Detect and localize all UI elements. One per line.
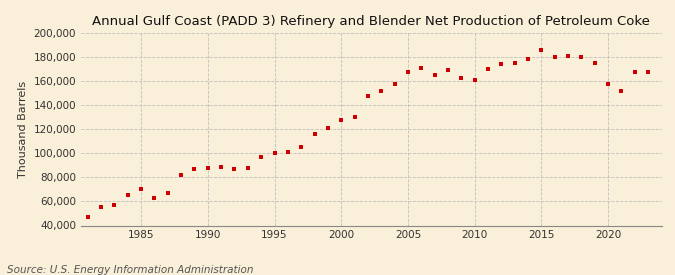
- Point: [416, 66, 427, 70]
- Title: Annual Gulf Coast (PADD 3) Refinery and Blender Net Production of Petroleum Coke: Annual Gulf Coast (PADD 3) Refinery and …: [92, 15, 650, 28]
- Point: [216, 164, 227, 169]
- Point: [122, 193, 133, 198]
- Point: [189, 167, 200, 171]
- Y-axis label: Thousand Barrels: Thousand Barrels: [18, 81, 28, 178]
- Point: [349, 115, 360, 119]
- Point: [589, 61, 600, 65]
- Point: [496, 62, 507, 67]
- Point: [483, 67, 493, 71]
- Point: [629, 69, 640, 74]
- Point: [282, 150, 293, 154]
- Text: Source: U.S. Energy Information Administration: Source: U.S. Energy Information Administ…: [7, 265, 253, 275]
- Point: [536, 48, 547, 52]
- Point: [82, 215, 93, 219]
- Point: [336, 117, 347, 122]
- Point: [109, 203, 119, 207]
- Point: [163, 191, 173, 195]
- Point: [309, 132, 320, 136]
- Point: [549, 55, 560, 59]
- Point: [269, 151, 280, 155]
- Point: [522, 57, 533, 62]
- Point: [510, 61, 520, 65]
- Point: [136, 187, 146, 192]
- Point: [402, 69, 413, 74]
- Point: [229, 167, 240, 171]
- Point: [149, 196, 160, 200]
- Point: [563, 54, 574, 58]
- Point: [202, 166, 213, 170]
- Point: [443, 68, 454, 73]
- Point: [242, 166, 253, 170]
- Point: [576, 55, 587, 59]
- Point: [296, 145, 306, 150]
- Point: [616, 89, 627, 93]
- Point: [96, 205, 107, 210]
- Point: [603, 81, 614, 86]
- Point: [389, 81, 400, 86]
- Point: [256, 155, 267, 159]
- Point: [176, 173, 186, 177]
- Point: [429, 73, 440, 77]
- Point: [323, 126, 333, 130]
- Point: [456, 75, 466, 80]
- Point: [469, 78, 480, 82]
- Point: [376, 89, 387, 93]
- Point: [362, 94, 373, 98]
- Point: [643, 69, 653, 74]
